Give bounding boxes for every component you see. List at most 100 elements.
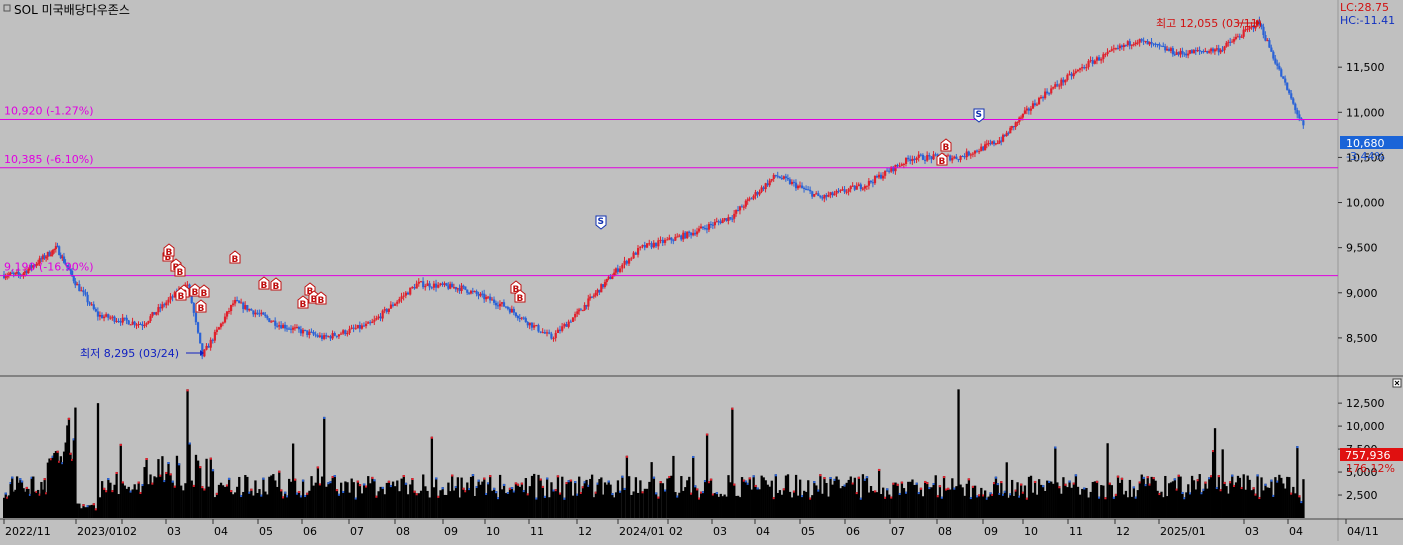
candle bbox=[524, 316, 527, 323]
date-tick-label: 10 bbox=[1024, 525, 1038, 538]
candle bbox=[43, 252, 46, 260]
candle bbox=[554, 330, 557, 342]
candle bbox=[603, 279, 607, 289]
candle bbox=[993, 140, 996, 147]
candle bbox=[194, 311, 198, 326]
candle bbox=[1270, 44, 1273, 52]
candle bbox=[449, 281, 452, 290]
candle bbox=[394, 302, 397, 307]
candle bbox=[1085, 63, 1088, 72]
volume-bar bbox=[688, 476, 691, 518]
candle bbox=[350, 324, 353, 330]
candle bbox=[1037, 96, 1041, 105]
candle bbox=[867, 178, 871, 190]
candle bbox=[552, 336, 555, 342]
volume-bar bbox=[94, 508, 98, 518]
candle bbox=[579, 307, 583, 311]
candle bbox=[310, 328, 313, 333]
candle bbox=[1056, 80, 1059, 88]
candle bbox=[15, 269, 19, 276]
volume-bar bbox=[196, 460, 200, 518]
volume-bar bbox=[845, 482, 848, 518]
volume-bar bbox=[493, 487, 496, 518]
candle bbox=[105, 312, 108, 318]
candle bbox=[625, 259, 628, 266]
volume-bar bbox=[43, 478, 46, 518]
volume-bar bbox=[711, 493, 715, 518]
candle bbox=[1031, 100, 1035, 109]
candle bbox=[733, 210, 736, 223]
volume-bar bbox=[518, 486, 522, 518]
volume-bar bbox=[938, 485, 942, 518]
volume-bar bbox=[312, 485, 315, 518]
candle bbox=[41, 253, 45, 263]
candle bbox=[535, 324, 538, 327]
volume-bar bbox=[713, 493, 717, 518]
volume-bar bbox=[248, 491, 251, 518]
candle bbox=[592, 293, 596, 299]
candle bbox=[1060, 77, 1063, 89]
candle bbox=[774, 174, 777, 178]
volume-bar bbox=[327, 482, 330, 518]
lc-label: LC:28.75 bbox=[1340, 1, 1389, 14]
candle bbox=[1162, 42, 1165, 48]
volume-bar bbox=[1020, 483, 1023, 518]
candle bbox=[648, 239, 651, 246]
candle bbox=[605, 278, 608, 286]
volume-bar bbox=[394, 486, 397, 518]
candle bbox=[274, 317, 277, 330]
candle bbox=[196, 321, 200, 334]
volume-bar bbox=[873, 490, 877, 518]
volume-bar bbox=[869, 486, 873, 518]
candle bbox=[165, 300, 168, 309]
volume-bar bbox=[246, 476, 249, 518]
volume-bar bbox=[851, 482, 854, 518]
volume-bar bbox=[199, 466, 202, 518]
volume-bar bbox=[1242, 474, 1245, 518]
volume-bar bbox=[417, 493, 421, 518]
volume-bar bbox=[686, 480, 689, 518]
volume-bar bbox=[768, 486, 771, 518]
candle bbox=[456, 287, 459, 293]
candle bbox=[219, 322, 223, 330]
volume-bar bbox=[928, 487, 931, 518]
candle bbox=[508, 307, 512, 315]
volume-bar bbox=[1177, 474, 1180, 518]
candle bbox=[466, 289, 469, 295]
volume-bar bbox=[611, 493, 614, 518]
candle bbox=[919, 153, 922, 157]
volume-bar bbox=[219, 482, 223, 518]
candle bbox=[1221, 46, 1224, 53]
volume-bar bbox=[619, 490, 622, 518]
panel-toggle-icon[interactable] bbox=[3, 4, 11, 12]
candle bbox=[107, 313, 110, 321]
volume-bar bbox=[391, 481, 395, 518]
volume-bar bbox=[1187, 484, 1190, 518]
volume-bar bbox=[1100, 485, 1103, 518]
candle bbox=[792, 179, 796, 187]
candle bbox=[1072, 69, 1075, 79]
volume-bar bbox=[657, 496, 660, 518]
candle bbox=[709, 221, 713, 229]
volume-bar bbox=[1112, 496, 1116, 518]
volume-change: 176.12% bbox=[1346, 462, 1395, 475]
volume-bar bbox=[1023, 485, 1027, 518]
candle bbox=[288, 326, 291, 330]
volume-bar bbox=[37, 489, 40, 518]
candle bbox=[1254, 25, 1257, 32]
date-tick-label: 2023/01 bbox=[77, 525, 123, 538]
candle bbox=[851, 182, 854, 187]
volume-bar bbox=[1040, 484, 1043, 518]
candle bbox=[678, 233, 681, 238]
candle bbox=[213, 329, 216, 344]
svg-text:B: B bbox=[261, 281, 268, 291]
volume-bar bbox=[1266, 487, 1269, 518]
candle bbox=[369, 320, 372, 326]
candle bbox=[1052, 86, 1055, 90]
candle bbox=[526, 321, 529, 328]
candle bbox=[686, 231, 689, 240]
volume-bar bbox=[1108, 482, 1111, 518]
candle bbox=[1064, 79, 1067, 86]
candle bbox=[1148, 41, 1151, 47]
